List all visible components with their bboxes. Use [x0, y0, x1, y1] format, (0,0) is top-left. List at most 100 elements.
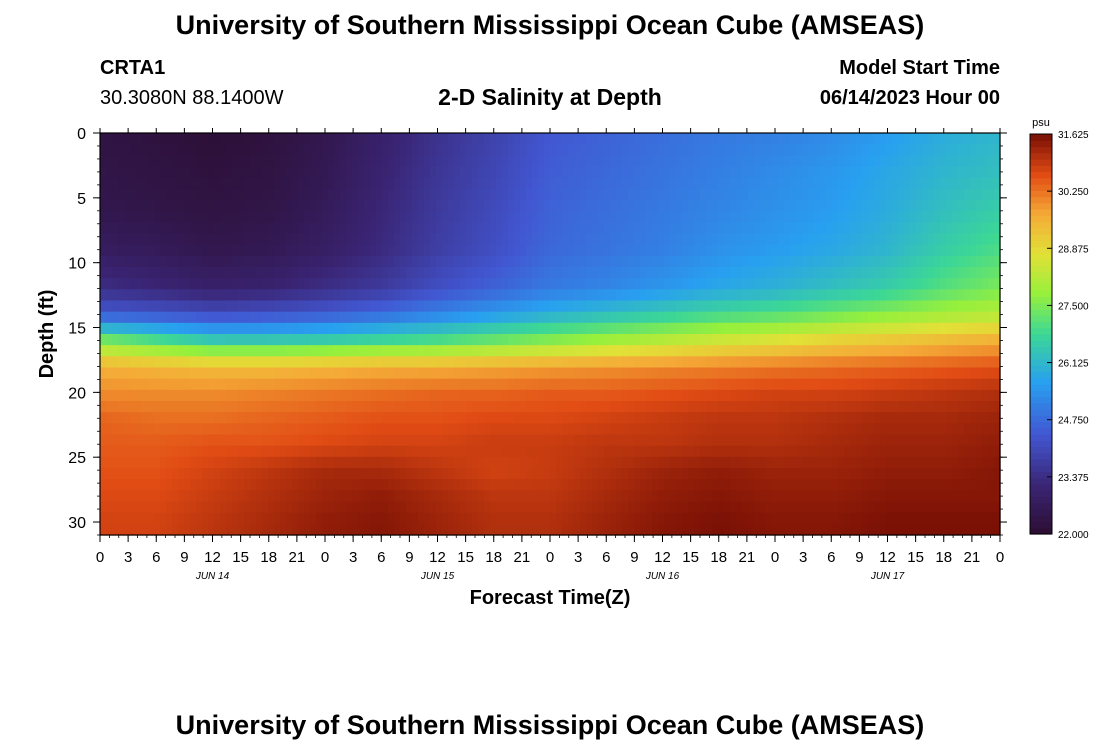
heatmap-cell — [646, 166, 653, 179]
heatmap-cell — [730, 479, 737, 491]
heatmap-cell — [952, 378, 959, 391]
heatmap-cell — [910, 445, 917, 458]
heatmap-cell — [808, 267, 815, 279]
heatmap-cell — [268, 267, 275, 279]
heatmap-cell — [640, 133, 647, 145]
heatmap-cell — [352, 434, 359, 447]
heatmap-cell — [352, 244, 359, 257]
heatmap-cell — [970, 490, 977, 503]
heatmap-cell — [748, 322, 755, 335]
heatmap-cell — [352, 233, 359, 246]
heatmap-cell — [196, 244, 203, 257]
heatmap-cell — [322, 501, 329, 514]
heatmap-cell — [694, 166, 701, 179]
heatmap-cell — [898, 356, 905, 369]
heatmap-cell — [742, 188, 749, 201]
heatmap-cell — [496, 322, 503, 335]
heatmap-cell — [676, 345, 683, 357]
heatmap-cell — [142, 378, 149, 391]
heatmap-cell — [646, 244, 653, 257]
heatmap-cell — [844, 468, 851, 480]
heatmap-cell — [118, 501, 125, 514]
heatmap-cell — [736, 490, 743, 503]
heatmap-cell — [718, 133, 725, 145]
heatmap-cell — [232, 423, 239, 436]
heatmap-cell — [310, 177, 317, 190]
heatmap-cell — [652, 434, 659, 447]
heatmap-cell — [130, 479, 137, 491]
heatmap-cell — [832, 456, 839, 469]
heatmap-cell — [460, 389, 467, 402]
heatmap-cell — [736, 133, 743, 145]
heatmap-cell — [832, 468, 839, 480]
heatmap-cell — [100, 456, 107, 469]
heatmap-cell — [634, 267, 641, 279]
heatmap-cell — [508, 155, 515, 168]
heatmap-cell — [520, 412, 527, 424]
heatmap-cell — [424, 479, 431, 491]
heatmap-cell — [502, 356, 509, 369]
heatmap-cell — [154, 456, 161, 469]
heatmap-cell — [886, 267, 893, 279]
heatmap-cell — [880, 166, 887, 179]
heatmap-cell — [592, 211, 599, 223]
heatmap-cell — [346, 378, 353, 391]
heatmap-cell — [208, 378, 215, 391]
heatmap-cell — [628, 356, 635, 369]
heatmap-cell — [862, 345, 869, 357]
heatmap-cell — [742, 267, 749, 279]
heatmap-cell — [604, 200, 611, 212]
heatmap-cell — [958, 233, 965, 246]
heatmap-cell — [388, 222, 395, 235]
heatmap-cell — [226, 211, 233, 223]
heatmap-cell — [742, 468, 749, 480]
heatmap-cell — [610, 322, 617, 335]
heatmap-cell — [244, 222, 251, 235]
heatmap-cell — [604, 144, 611, 156]
heatmap-cell — [658, 479, 665, 491]
heatmap-cell — [358, 200, 365, 212]
heatmap-cell — [682, 133, 689, 145]
heatmap-cell — [238, 367, 245, 380]
heatmap-cell — [640, 200, 647, 212]
model-start-value: 06/14/2023 Hour 00 — [819, 87, 1000, 109]
heatmap-cell — [232, 389, 239, 402]
heatmap-cell — [508, 244, 515, 257]
heatmap-cell — [460, 244, 467, 257]
heatmap-cell — [694, 345, 701, 357]
heatmap-cell — [154, 211, 161, 223]
heatmap-cell — [742, 255, 749, 268]
heatmap-cell — [184, 144, 191, 156]
heatmap-cell — [994, 334, 1001, 346]
heatmap-cell — [550, 267, 557, 279]
heatmap-cell — [370, 356, 377, 369]
heatmap-cell — [490, 244, 497, 257]
heatmap-cell — [718, 267, 725, 279]
heatmap-cell — [454, 222, 461, 235]
heatmap-cell — [394, 389, 401, 402]
heatmap-cell — [322, 211, 329, 223]
heatmap-cell — [472, 445, 479, 458]
heatmap-cell — [172, 144, 179, 156]
heatmap-cell — [460, 345, 467, 357]
heatmap-cell — [550, 434, 557, 447]
heatmap-cell — [994, 490, 1001, 503]
heatmap-cell — [742, 311, 749, 324]
heatmap-cell — [904, 211, 911, 223]
heatmap-cell — [658, 166, 665, 179]
heatmap-cell — [418, 278, 425, 290]
heatmap-cell — [346, 278, 353, 290]
heatmap-cell — [634, 334, 641, 346]
heatmap-cell — [442, 401, 449, 413]
heatmap-cell — [712, 468, 719, 480]
heatmap-cell — [448, 267, 455, 279]
heatmap-cell — [742, 133, 749, 145]
heatmap-cell — [334, 222, 341, 235]
heatmap-cell — [124, 389, 131, 402]
heatmap-cell — [682, 378, 689, 391]
heatmap-cell — [682, 188, 689, 201]
heatmap-cell — [730, 233, 737, 246]
heatmap-cell — [568, 389, 575, 402]
heatmap-cell — [160, 468, 167, 480]
heatmap-cell — [556, 356, 563, 369]
